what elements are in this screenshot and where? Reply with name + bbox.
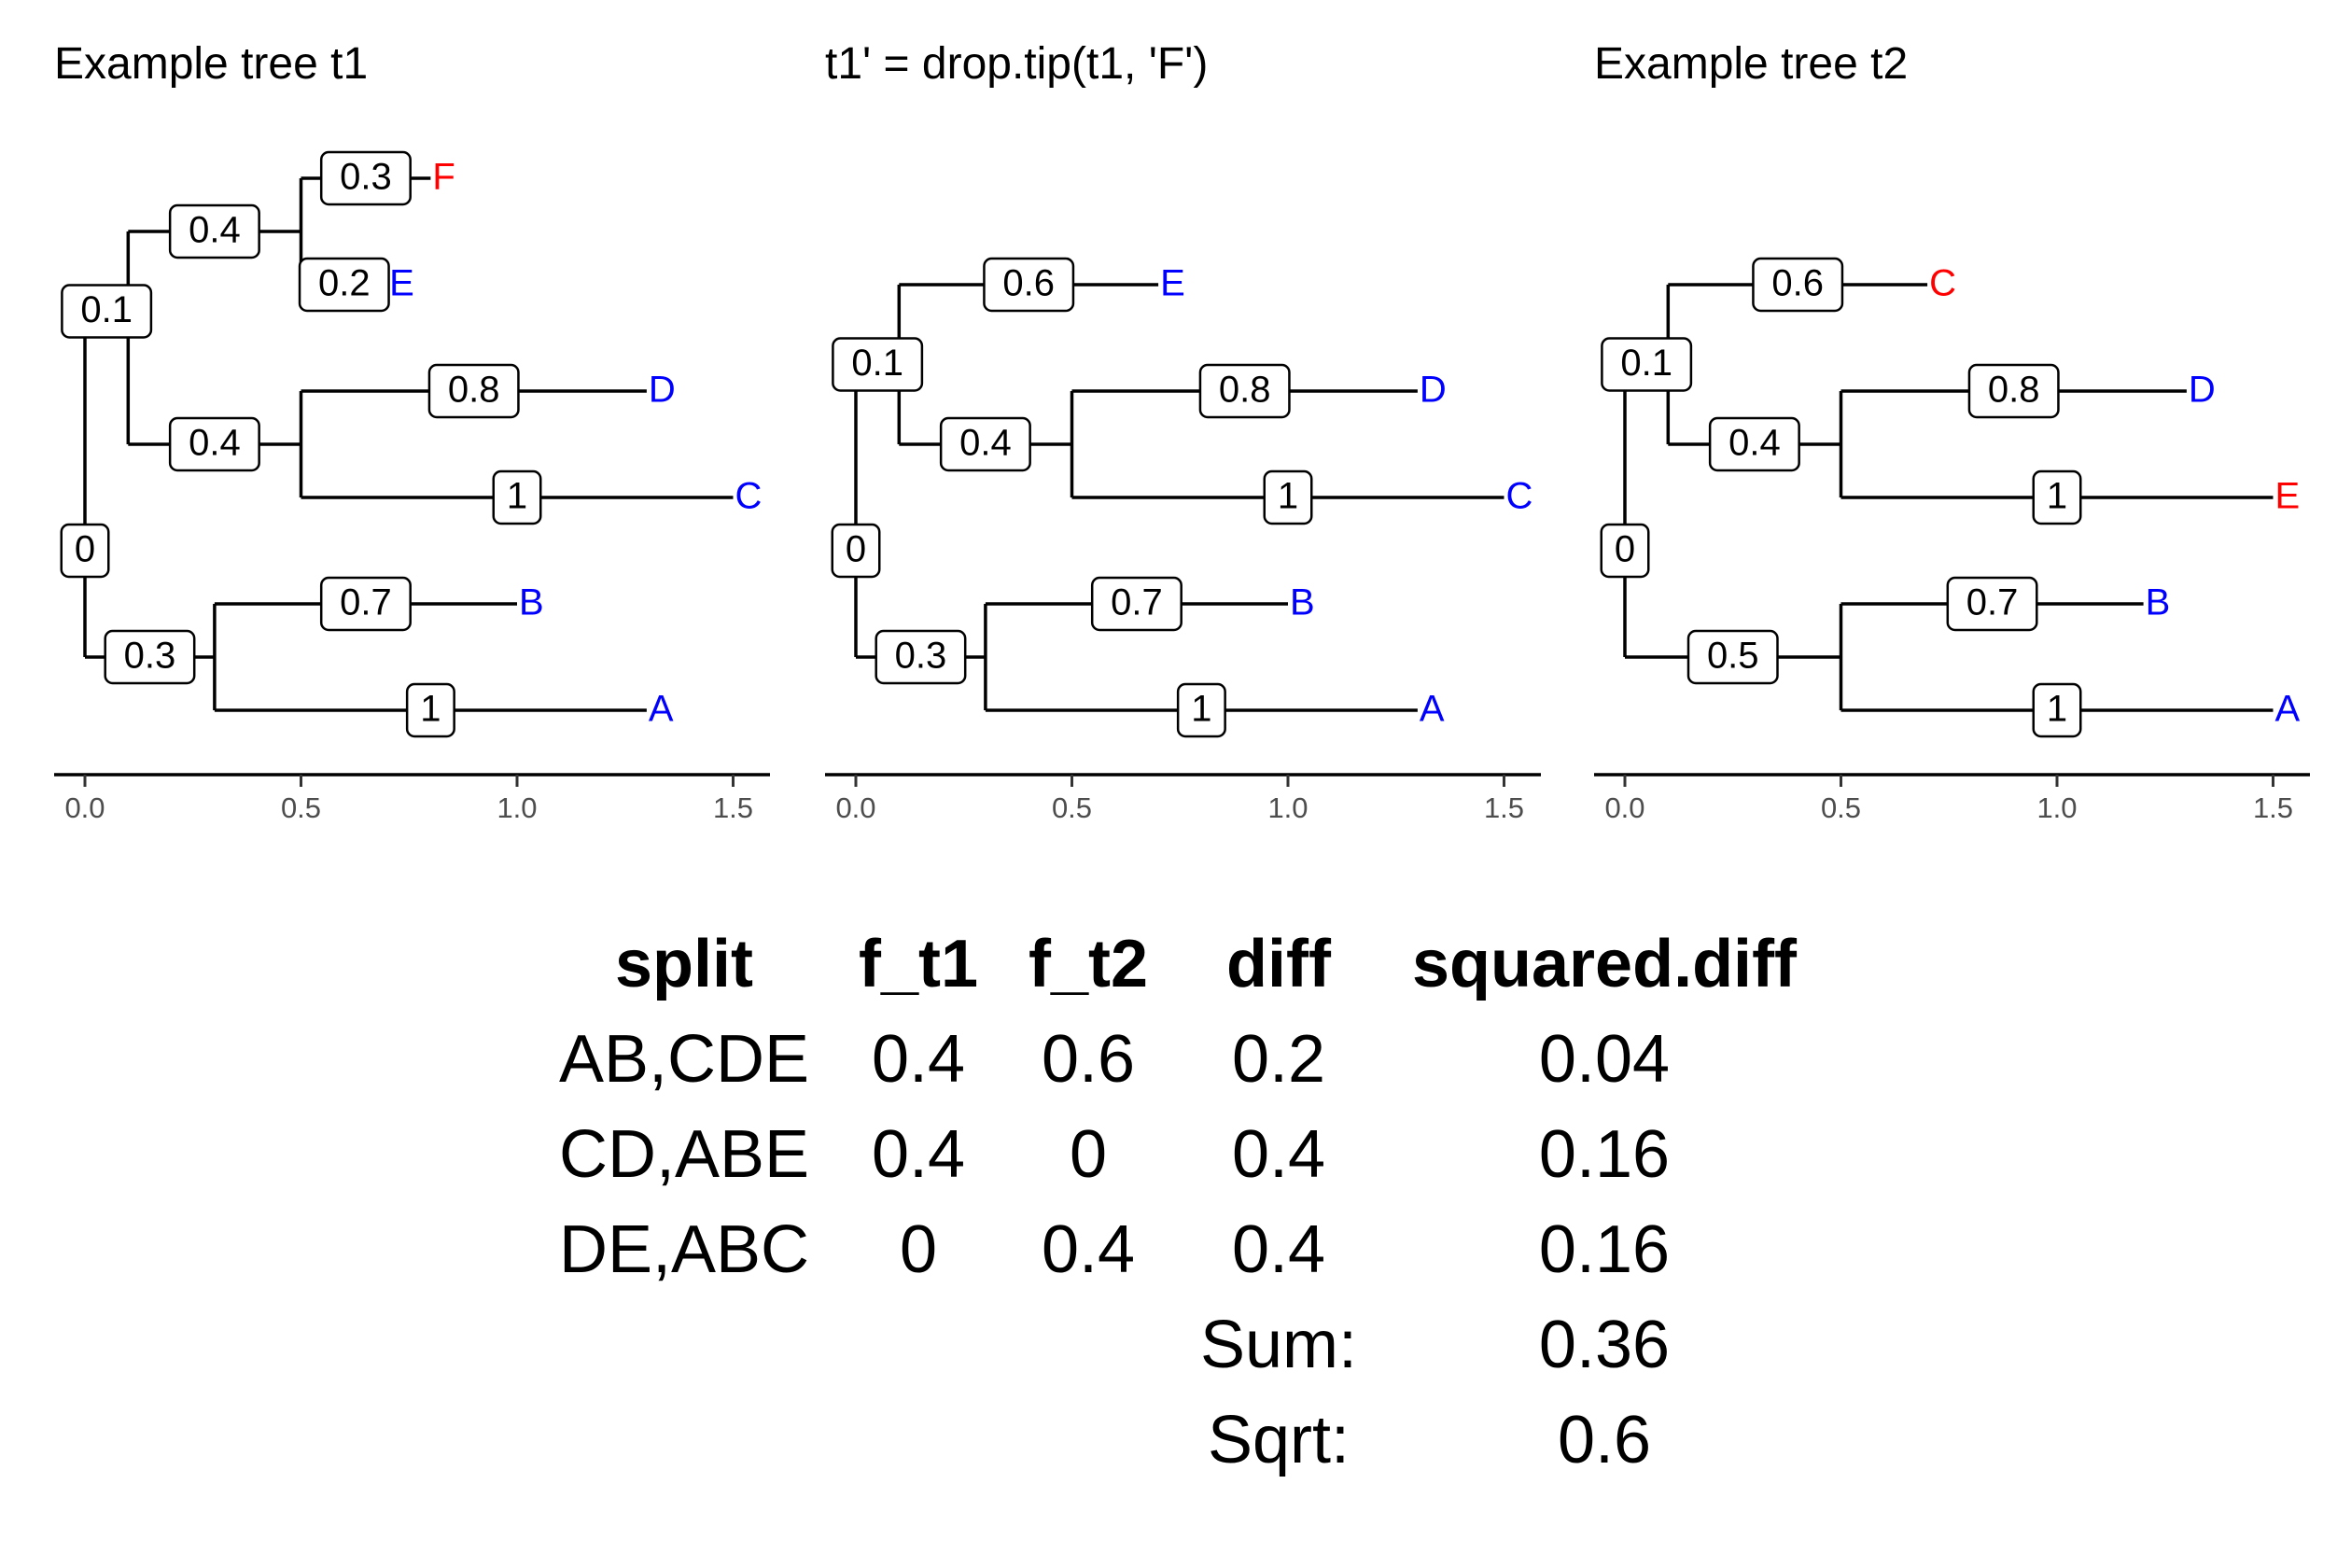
branch-label-box: [1752, 257, 1844, 313]
branch-label-box: [168, 416, 260, 472]
tip-label: D: [649, 370, 676, 411]
branch-label-box: [1176, 682, 1226, 738]
branch-label-box: [831, 523, 881, 579]
branch-length-label: 0.4: [959, 423, 1012, 464]
branch-length-label: 0.4: [189, 210, 241, 251]
branch-length-label: 0.1: [80, 289, 133, 330]
branch-length-label: 0.6: [1002, 263, 1055, 304]
tip-label: A: [2275, 689, 2301, 730]
tip-label: C: [1929, 263, 1956, 304]
x-axis-tick-label: 0.5: [1821, 791, 1861, 824]
branch-label-box: [319, 150, 412, 206]
branch-length-label: 0.5: [1707, 636, 1759, 677]
tip-label: B: [1290, 582, 1315, 623]
tip-label: E: [2275, 476, 2301, 517]
branch-length-label: 0: [75, 529, 95, 570]
x-axis-tick-label: 0.0: [1604, 791, 1644, 824]
branch-label-box: [2032, 469, 2082, 525]
branch-label-box: [939, 416, 1031, 472]
branch-label-box: [1946, 576, 2038, 632]
branch-label-box: [319, 576, 412, 632]
x-axis-tick-label: 1.0: [1267, 791, 1308, 824]
branch-length-label: 0.3: [340, 157, 392, 198]
tip-label: A: [1420, 689, 1445, 730]
branch-label-box: [405, 682, 455, 738]
x-axis-tick-label: 0.5: [1052, 791, 1092, 824]
panel-title: Example tree t1: [54, 39, 368, 89]
branch-label-box: [1601, 337, 1693, 392]
branch-label-box: [104, 629, 196, 685]
branch-label-box: [1967, 363, 2060, 419]
branch-label-box: [1600, 523, 1650, 579]
tip-label: C: [1506, 476, 1533, 517]
branch-length-label: 0.6: [1771, 263, 1824, 304]
branch-label-box: [1198, 363, 1291, 419]
tip-label: A: [649, 689, 674, 730]
branch-length-label: 1: [2047, 689, 2067, 730]
branch-length-label: 1: [1191, 689, 1211, 730]
panel-title: Example tree t2: [1594, 39, 1908, 89]
branch-label-box: [832, 337, 924, 392]
branch-length-label: 0.4: [1728, 423, 1781, 464]
branch-length-label: 0.3: [895, 636, 947, 677]
tip-label: B: [2146, 582, 2171, 623]
branch-length-label: 1: [507, 476, 527, 517]
branch-length-label: 1: [420, 689, 441, 730]
x-axis-tick-label: 0.5: [281, 791, 321, 824]
tip-label: F: [432, 157, 455, 198]
x-axis-tick-label: 1.5: [713, 791, 753, 824]
tip-label: C: [735, 476, 763, 517]
x-axis-tick-label: 1.5: [1484, 791, 1524, 824]
tip-label: E: [389, 263, 414, 304]
branch-length-label: 0.8: [448, 370, 500, 411]
branch-label-box: [875, 629, 967, 685]
branch-label-box: [60, 523, 110, 579]
branch-label-box: [61, 284, 153, 339]
branch-label-box: [427, 363, 520, 419]
tip-label: B: [519, 582, 544, 623]
tip-label: D: [2189, 370, 2216, 411]
branch-label-box: [492, 469, 542, 525]
branch-length-label: 0.7: [340, 582, 392, 623]
x-axis-tick-label: 1.0: [497, 791, 537, 824]
branch-label-box: [1263, 469, 1313, 525]
branch-length-label: 0.4: [189, 423, 241, 464]
branch-length-label: 0.3: [124, 636, 176, 677]
branch-length-label: 1: [2047, 476, 2067, 517]
branch-label-box: [2032, 682, 2082, 738]
branch-length-label: 0.1: [851, 343, 903, 384]
branch-length-label: 0.7: [1966, 582, 2019, 623]
tip-label: E: [1160, 263, 1185, 304]
panel-title: t1' = drop.tip(t1, 'F'): [825, 39, 1208, 89]
branch-length-label: 0.1: [1620, 343, 1672, 384]
x-axis-tick-label: 1.0: [2036, 791, 2077, 824]
branch-length-label: 0.8: [1988, 370, 2040, 411]
branch-length-label: 0.8: [1219, 370, 1271, 411]
branch-length-label: 0.2: [318, 263, 371, 304]
branch-length-label: 0: [846, 529, 866, 570]
branch-label-box: [1090, 576, 1182, 632]
x-axis-tick-label: 0.0: [64, 791, 105, 824]
branch-label-box: [983, 257, 1075, 313]
branch-length-label: 1: [1278, 476, 1298, 517]
branch-label-box: [298, 257, 390, 313]
x-axis-tick-label: 0.0: [835, 791, 875, 824]
branch-label-box: [168, 203, 260, 259]
branch-length-label: 0: [1615, 529, 1635, 570]
x-axis-tick-label: 1.5: [2253, 791, 2293, 824]
branch-label-box: [1708, 416, 1800, 472]
tip-label: D: [1420, 370, 1447, 411]
branch-label-box: [1686, 629, 1779, 685]
branch-length-label: 0.7: [1111, 582, 1163, 623]
